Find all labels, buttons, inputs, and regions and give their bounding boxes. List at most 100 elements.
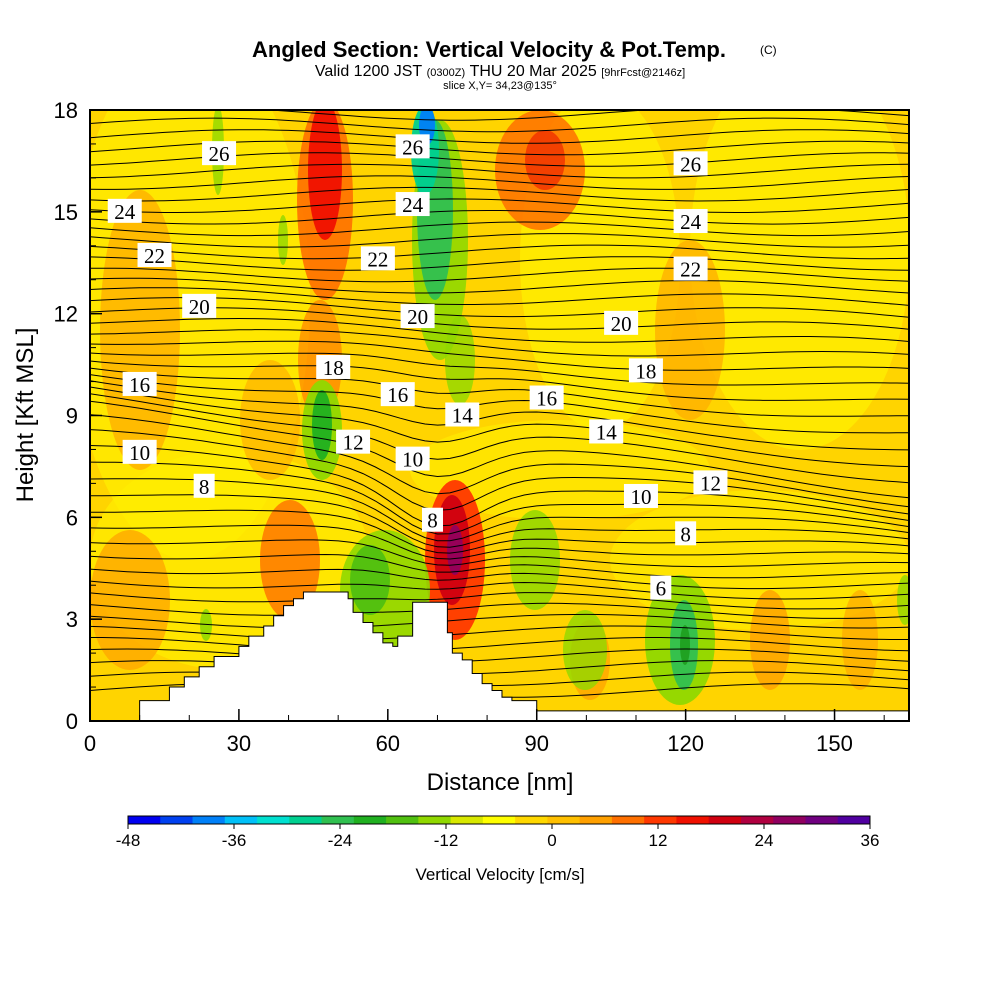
contour-label: 6 <box>650 575 672 601</box>
isentrope-line <box>90 367 909 417</box>
contour-label: 10 <box>623 483 658 509</box>
contour-label-text: 10 <box>630 485 651 509</box>
contour-label-text: 18 <box>635 359 656 383</box>
contour-label: 24 <box>107 198 142 224</box>
colorbar-tick-label: -24 <box>328 831 353 850</box>
colorbar-swatch <box>773 816 806 824</box>
contour-label: 16 <box>122 371 157 397</box>
y-tick-label: 18 <box>54 98 78 123</box>
contour-label-text: 18 <box>323 356 344 380</box>
contour-label-text: 26 <box>402 135 423 159</box>
colorbar-swatch <box>515 816 548 824</box>
colorbar-swatch <box>676 816 710 824</box>
contour-label: 14 <box>445 402 480 428</box>
colorbar-tick-label: 0 <box>547 831 556 850</box>
x-tick-label: 90 <box>524 731 548 756</box>
isentrope-line <box>90 267 909 283</box>
terrain-profile <box>90 591 910 722</box>
isentrope-line <box>90 602 909 619</box>
y-tick-label: 9 <box>66 404 78 429</box>
contour-label-text: 8 <box>427 509 438 533</box>
colorbar-swatch <box>257 816 290 824</box>
contour-label: 8 <box>193 473 215 499</box>
isentrope-line <box>90 163 909 179</box>
contour-label: 26 <box>202 141 237 166</box>
isentrope-line <box>90 445 909 527</box>
isentrope-line <box>90 95 909 109</box>
contour-label-text: 16 <box>387 383 408 407</box>
contour-label-text: 12 <box>700 471 721 495</box>
colorbar: -48 -36 -24 -12 0 12 24 36 <box>116 815 880 850</box>
contour-label: 24 <box>673 209 708 234</box>
colorbar-tick-label: -12 <box>434 831 459 850</box>
contour-label: 24 <box>395 192 430 217</box>
isentrope-line <box>90 592 909 610</box>
contour-label: 18 <box>628 358 663 383</box>
colorbar-swatch <box>386 816 419 824</box>
colorbar-label: Vertical Velocity [cm/s] <box>415 865 584 884</box>
contour-label-text: 6 <box>656 577 667 601</box>
contour-label: 22 <box>360 246 395 271</box>
isentrope-line <box>90 539 909 568</box>
isentrope-line <box>90 429 909 515</box>
contour-label-text: 22 <box>680 258 701 282</box>
isentrope-line <box>90 380 909 451</box>
x-axis-label: Distance [nm] <box>427 769 574 796</box>
isentrope-line <box>90 175 909 190</box>
colorbar-tick-label: 36 <box>861 831 880 850</box>
contour-label-text: 20 <box>407 305 428 329</box>
isentrope-line <box>90 400 909 499</box>
colorbar-swatch <box>837 816 871 824</box>
isentrope-line <box>90 613 909 629</box>
isentrope-line <box>90 117 909 133</box>
colorbar-swatch <box>353 816 387 824</box>
y-tick-label: 0 <box>66 709 78 734</box>
isentrope-line <box>90 393 909 484</box>
colorbar-swatch <box>644 816 677 824</box>
isentrope-line <box>90 553 909 579</box>
contour-label: 20 <box>182 293 217 319</box>
contour-label: 16 <box>380 382 415 407</box>
isentrope-line <box>90 233 909 248</box>
colorbar-swatch <box>160 816 194 824</box>
colorbar-tick-label: 12 <box>649 831 668 850</box>
contour-label: 16 <box>529 385 564 411</box>
colorbar-swatch <box>289 816 323 824</box>
x-tick-label: 120 <box>667 731 704 756</box>
contour-label-text: 24 <box>402 193 424 217</box>
contour-label: 8 <box>675 521 697 546</box>
isentrope-line <box>90 287 909 306</box>
contour-label-text: 24 <box>114 200 136 224</box>
colorbar-swatch <box>740 816 774 824</box>
contour-label-text: 26 <box>680 152 701 176</box>
contour-label: 26 <box>395 134 430 159</box>
contour-label: 10 <box>122 439 157 465</box>
isentrope-line <box>90 478 909 542</box>
colorbar-swatch <box>805 816 839 824</box>
isentrope-line <box>90 198 909 213</box>
y-tick-label: 6 <box>66 505 78 530</box>
isentrope-line <box>90 277 909 294</box>
colorbar-tick-label: -36 <box>222 831 247 850</box>
contour-label: 18 <box>316 354 351 380</box>
isentrope-line <box>90 648 909 664</box>
chart-title: Angled Section: Vertical Velocity & Pot.… <box>252 37 726 62</box>
contour-label-text: 8 <box>680 522 691 546</box>
contour-label-text: 14 <box>596 420 618 444</box>
isentrope-line <box>90 637 909 652</box>
y-tick-label: 3 <box>66 607 78 632</box>
contour-label-text: 26 <box>209 142 230 166</box>
isentrope-line <box>90 297 909 318</box>
isentrope-line <box>90 625 909 640</box>
contour-label-text: 16 <box>536 387 557 411</box>
colorbar-swatch <box>321 816 355 824</box>
contour-label: 14 <box>589 419 624 444</box>
contour-label: 26 <box>673 151 708 176</box>
isentrope-line <box>90 461 909 535</box>
contour-label-text: 16 <box>129 373 150 397</box>
contour-label: 22 <box>673 256 708 282</box>
axes: 0 30 60 90 120 150 0 3 6 9 12 15 18 <box>54 98 885 756</box>
isentrope-line <box>90 129 909 144</box>
